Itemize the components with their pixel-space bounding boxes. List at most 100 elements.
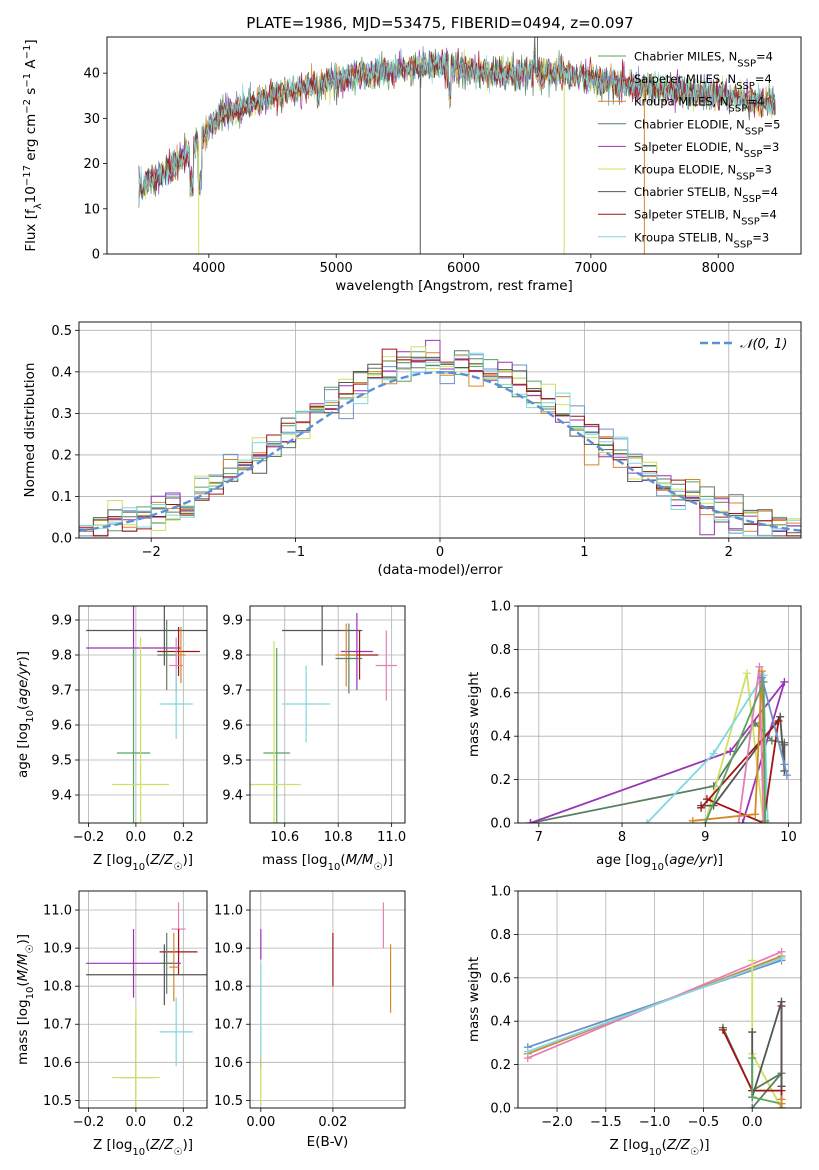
label-part: )] (182, 1137, 193, 1153)
y-tick-label: 0.8 (490, 643, 511, 658)
errorbars (86, 902, 207, 1108)
y-tick-label: 9.4 (51, 789, 72, 804)
y-tick-label: 0 (92, 248, 100, 263)
x-tick-label: −0.2 (73, 1115, 105, 1130)
weight-line-kroupa_stelib (646, 672, 769, 823)
errorbars (260, 902, 392, 1105)
histogram-kroupa_stelib (79, 352, 801, 537)
x-axis-label: Z [log10(Z/Z☉)] (93, 1137, 193, 1158)
label-part: ☉ (690, 1147, 699, 1158)
weight-marker-pink (734, 819, 743, 823)
weight-marker-salpeter_elodie (726, 747, 735, 756)
y-tick-label: 0.0 (490, 1102, 511, 1117)
label-part: Z [log (93, 852, 132, 868)
x-axis-label: mass [log10(M/M☉)] (262, 852, 393, 873)
x-tick-label: 0.0 (126, 1115, 147, 1130)
label-part: Chabrier MILES, N (634, 50, 737, 64)
axes-frame (249, 890, 406, 1109)
x-tick-label: 9 (701, 830, 709, 845)
label-part: age [log (596, 852, 651, 868)
errorbars (86, 606, 207, 823)
legend-label-salpeter_stelib: Salpeter STELIB, NSSP=4 (634, 208, 777, 228)
x-axis-label: age [log10(age/yr)] (596, 852, 723, 873)
y-tick-label: 10.5 (43, 1094, 72, 1109)
label-part: SSP (741, 216, 760, 227)
weight-marker-salpeter_miles (780, 760, 789, 769)
axes-frame (517, 605, 802, 824)
weight-marker-chabrier_miles (701, 819, 710, 823)
y-tick-label: 9.9 (222, 614, 243, 629)
label-part: Kroupa STELIB, N (634, 230, 734, 244)
legend-label-chabrier_miles: Chabrier MILES, NSSP=4 (634, 50, 773, 70)
label-part: ☉ (173, 1147, 182, 1158)
legend-label-chabrier_stelib: Chabrier STELIB, NSSP=4 (634, 185, 778, 205)
x-tick-label: 11.0 (377, 830, 406, 845)
x-tick-label: 0.0 (126, 830, 147, 845)
x-tick-label: −2 (142, 545, 161, 560)
x-axis-label: Z [log10(Z/Z☉)] (93, 852, 193, 873)
y-tick-label: 1.0 (490, 885, 511, 900)
x-axis-label: Z [log10(Z/Z☉)] (610, 1137, 710, 1158)
weight-marker-chabrier_stelib (780, 740, 789, 749)
weight-marker-chabrier_stelib (776, 712, 785, 721)
label-part: erg cm (23, 114, 39, 165)
label-part: Z [log (610, 1137, 649, 1153)
y-axis-label: Normed distribution (22, 363, 38, 498)
legend-label-kroupa_stelib: Kroupa STELIB, NSSP=3 (634, 230, 769, 250)
panel-age-vs-mass: 10.6 10.8 11.0 9.4 9.5 9.6 9.7 9.8 9.9 mass [log1… (222, 605, 406, 873)
axes-frame (78, 605, 208, 824)
weight-marker-chabrier_miles (748, 1054, 757, 1063)
weight-marker-chabrier_stelib (777, 1082, 786, 1091)
y-axis-label: mass weight (466, 957, 482, 1042)
label-part: ☉ (373, 862, 382, 873)
x-tick-label: 10.6 (270, 830, 299, 845)
weight-marker-salpeter_stelib (702, 795, 711, 804)
y-tick-label: 0.4 (490, 730, 511, 745)
y-tick-label: 10.6 (43, 1056, 72, 1071)
x-tick-label: 10.8 (324, 830, 353, 845)
label-part: M/M (346, 852, 374, 868)
y-tick-label: 0.0 (51, 532, 72, 547)
y-axis-label: mass weight (466, 672, 482, 757)
x-tick-label: 4000 (192, 261, 225, 276)
y-tick-label: 0.2 (51, 448, 72, 463)
label-part: ( (340, 852, 345, 868)
label-part: 10 (132, 862, 145, 873)
label-part: 10 (649, 1147, 662, 1158)
figure-title: PLATE=1986, MJD=53475, FIBERID=0494, z=0… (246, 14, 633, 32)
x-tick-label: 2 (725, 545, 733, 560)
x-tick-label: 0.00 (246, 1115, 275, 1130)
weight-marker-kroupa_stelib (709, 749, 718, 758)
label-part: −17 (22, 165, 33, 186)
x-tick-label: 7000 (574, 261, 607, 276)
label-part: ( (145, 852, 150, 868)
y-tick-label: 0.0 (490, 817, 511, 832)
y-tick-label: 11.0 (43, 904, 72, 919)
gaussian-curve (79, 371, 801, 532)
weight-marker-kroupa_miles (751, 810, 760, 819)
spectrum-salpeter_stelib (138, 47, 776, 207)
weight-line-kroupa_stelib (527, 957, 782, 1053)
label-part: −2 (22, 99, 33, 114)
weight-marker-chabrier_stelib (777, 997, 786, 1006)
y-tick-label: 11.0 (214, 904, 243, 919)
y-tick-label: 10.7 (43, 1018, 72, 1033)
panel-mass-vs-Z: −0.2 0.0 0.2 10.5 10.6 10.7 10.8 10.9 11.0 Z [log… (15, 890, 208, 1158)
legend-label-chabrier_elodie: Chabrier ELODIE, NSSP=5 (634, 117, 780, 137)
label-part: mass [log (15, 999, 31, 1065)
weight-marker-salpeter_stelib (774, 717, 783, 726)
label-part: A (23, 59, 39, 73)
y-tick-label: 9.4 (222, 789, 243, 804)
weight-marker-kroupa_elodie (742, 669, 751, 678)
y-tick-label: 10.8 (43, 980, 72, 995)
label-part: SSP (744, 148, 763, 159)
label-part: Chabrier ELODIE, N (634, 117, 745, 131)
label-part: =5 (764, 117, 781, 131)
weight-marker-kroupa_stelib (777, 954, 786, 963)
y-axis-label: Flux [fλ10−17 erg cm−2 s−1 A−1] (22, 39, 44, 251)
y-tick-label: 0.1 (51, 490, 72, 505)
weight-marker-salpeter_miles (782, 771, 791, 780)
label-part: SSP (736, 81, 755, 92)
